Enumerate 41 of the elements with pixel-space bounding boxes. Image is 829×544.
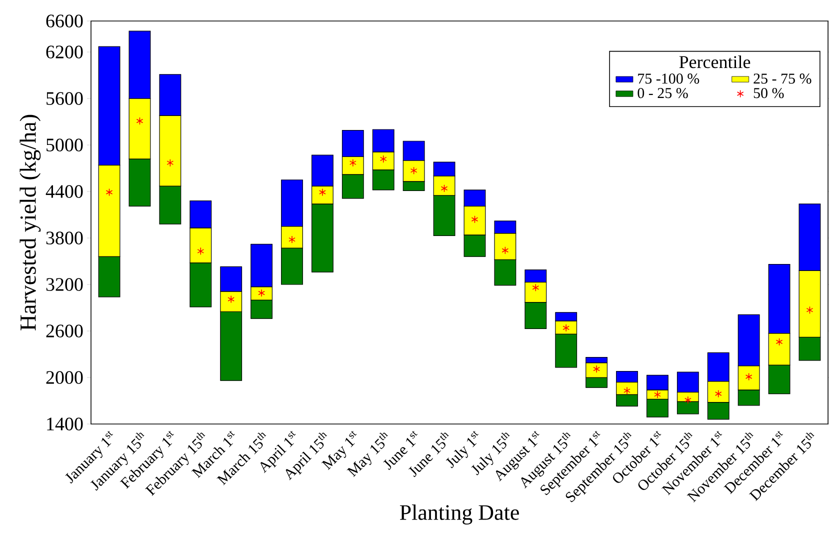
point	[166, 158, 174, 167]
y-tick-label: 4400	[46, 185, 83, 198]
legend-label: 25 - 75 %	[754, 74, 812, 84]
point	[562, 324, 570, 332]
point	[258, 289, 265, 297]
y-tick-label: 5600	[46, 92, 83, 105]
point	[319, 188, 326, 196]
x-axis-title: Planting Date	[400, 504, 519, 524]
point	[624, 386, 630, 395]
point	[806, 306, 814, 314]
y-tick-label: 3200	[46, 278, 83, 291]
point	[197, 247, 204, 256]
point	[593, 365, 600, 373]
point	[776, 338, 783, 346]
y-axis-title: Harvested yield (kg/ha)	[20, 114, 41, 330]
point	[684, 396, 692, 404]
legend-title: Percentile	[679, 56, 750, 68]
point	[380, 155, 387, 163]
point	[106, 188, 113, 196]
y-tick-label: 2000	[46, 371, 83, 384]
legend-label: 75 -100 %	[638, 74, 700, 84]
point	[471, 216, 478, 224]
y-tick-label: 2600	[46, 324, 83, 338]
y-tick-label: 6200	[46, 46, 83, 58]
point	[502, 246, 509, 254]
point	[410, 166, 418, 174]
point	[288, 236, 296, 244]
point	[654, 390, 661, 398]
legend-label: 50 %	[754, 88, 784, 98]
point	[228, 295, 235, 304]
y-tick-label: 5000	[46, 138, 83, 152]
y-tick-label: 6600	[46, 14, 83, 28]
y-tick-label: 1400	[47, 418, 83, 430]
legend-label: 0 - 25 %	[638, 88, 688, 98]
y-tick-label: 3800	[46, 232, 83, 244]
point	[440, 184, 448, 192]
point	[714, 390, 722, 398]
point	[532, 284, 540, 292]
point	[136, 117, 144, 125]
point	[745, 372, 752, 381]
point	[349, 158, 356, 167]
